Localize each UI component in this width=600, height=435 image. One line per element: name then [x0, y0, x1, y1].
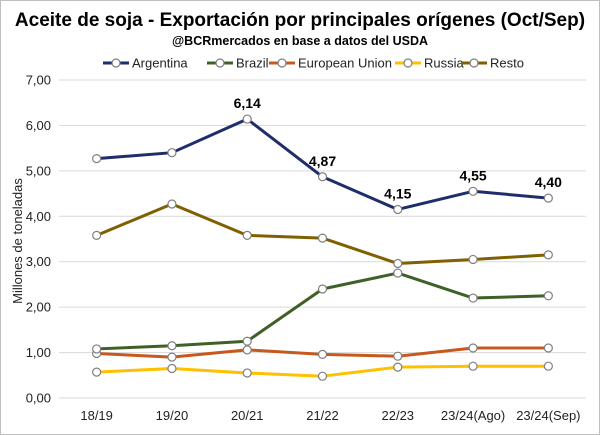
y-tick-label: 4,00 — [26, 209, 51, 224]
data-point-european-union — [543, 343, 553, 353]
chart-subtitle: @BCRmercados en base a datos del USDA — [172, 34, 428, 48]
data-point-resto — [92, 230, 102, 240]
data-point-brazil — [468, 293, 478, 303]
y-tick-label: 2,00 — [26, 300, 51, 315]
data-label: 4,40 — [535, 174, 562, 190]
legend-marker — [111, 58, 121, 68]
data-point-resto — [242, 230, 252, 240]
data-point-european-union — [393, 351, 403, 361]
data-point-brazil — [92, 344, 102, 354]
gridlines — [59, 79, 586, 399]
data-point-brazil — [242, 336, 252, 346]
y-axis-ticks: 0,00 1,00 2,00 3,00 4,00 5,00 6,00 7,00 — [26, 73, 51, 406]
data-point-argentina — [393, 204, 403, 215]
x-tick-label: 20/21 — [231, 408, 264, 423]
x-axis-ticks: 18/19 19/20 20/21 21/22 22/23 23/24(Ago) 23/24… — [80, 408, 580, 423]
legend-label: Resto — [490, 56, 524, 71]
data-point-argentina — [92, 153, 102, 164]
data-point-russia — [167, 363, 177, 374]
legend-label: Brazil — [236, 56, 269, 71]
series-argentina — [92, 114, 553, 215]
series-european-union — [92, 343, 553, 362]
data-point-resto — [393, 258, 403, 269]
data-point-argentina — [242, 114, 252, 124]
data-point-russia — [393, 362, 403, 372]
legend-label: Russia — [424, 56, 465, 71]
data-point-brazil — [393, 268, 403, 278]
data-point-argentina — [543, 193, 553, 203]
data-point-resto — [167, 199, 177, 209]
y-axis-label: Millones de toneladas — [10, 178, 25, 304]
data-point-resto — [468, 254, 478, 265]
y-tick-label: 3,00 — [26, 254, 51, 269]
x-tick-label: 23/24(Sep) — [516, 408, 580, 423]
legend-marker — [277, 58, 287, 68]
data-point-brazil — [167, 341, 177, 351]
data-label: 6,14 — [234, 95, 261, 111]
legend-marker — [215, 58, 225, 68]
legend-item-resto: Resto — [461, 56, 524, 71]
data-point-european-union — [167, 352, 177, 362]
legend-item-brazil: Brazil — [207, 56, 269, 71]
data-labels: 6,14 4,87 4,15 4,55 4,40 — [234, 95, 563, 201]
x-tick-label: 18/19 — [80, 408, 113, 423]
data-point-brazil — [543, 291, 553, 301]
legend-marker — [469, 58, 479, 68]
data-point-russia — [92, 367, 102, 377]
series-brazil — [92, 268, 553, 354]
data-point-european-union — [317, 349, 328, 359]
x-tick-label: 19/20 — [156, 408, 189, 423]
data-point-russia — [543, 361, 553, 371]
data-point-russia — [468, 361, 478, 371]
data-label: 4,87 — [309, 153, 336, 169]
y-tick-label: 6,00 — [26, 118, 51, 133]
series-resto — [92, 199, 553, 269]
legend-item-european-union: European Union — [269, 56, 392, 71]
legend-label: European Union — [298, 56, 392, 71]
data-label: 4,55 — [459, 167, 486, 183]
y-tick-label: 1,00 — [26, 345, 51, 360]
data-point-argentina — [468, 186, 478, 196]
legend-label: Argentina — [132, 56, 188, 71]
legend-marker — [403, 58, 413, 68]
x-tick-label: 23/24(Ago) — [441, 408, 505, 423]
data-label: 4,15 — [384, 185, 411, 201]
data-point-resto — [543, 250, 553, 260]
data-point-russia — [317, 371, 328, 381]
x-tick-label: 22/23 — [382, 408, 415, 423]
legend: Argentina Brazil European Union Russia Resto — [103, 56, 524, 71]
y-tick-label: 0,00 — [26, 391, 51, 406]
legend-item-russia: Russia — [395, 56, 465, 71]
data-point-european-union — [468, 343, 478, 353]
y-tick-label: 5,00 — [26, 163, 51, 178]
data-point-argentina — [167, 148, 177, 158]
y-tick-label: 7,00 — [26, 73, 51, 88]
data-point-european-union — [242, 345, 252, 355]
data-point-brazil — [317, 284, 328, 294]
series-layer — [92, 114, 553, 381]
series-russia — [92, 361, 553, 381]
chart-title: Aceite de soja - Exportación por princip… — [15, 10, 585, 31]
data-point-argentina — [317, 172, 328, 182]
x-tick-label: 21/22 — [306, 408, 339, 423]
data-point-resto — [317, 233, 328, 243]
legend-item-argentina: Argentina — [103, 56, 188, 71]
data-point-russia — [242, 368, 252, 378]
